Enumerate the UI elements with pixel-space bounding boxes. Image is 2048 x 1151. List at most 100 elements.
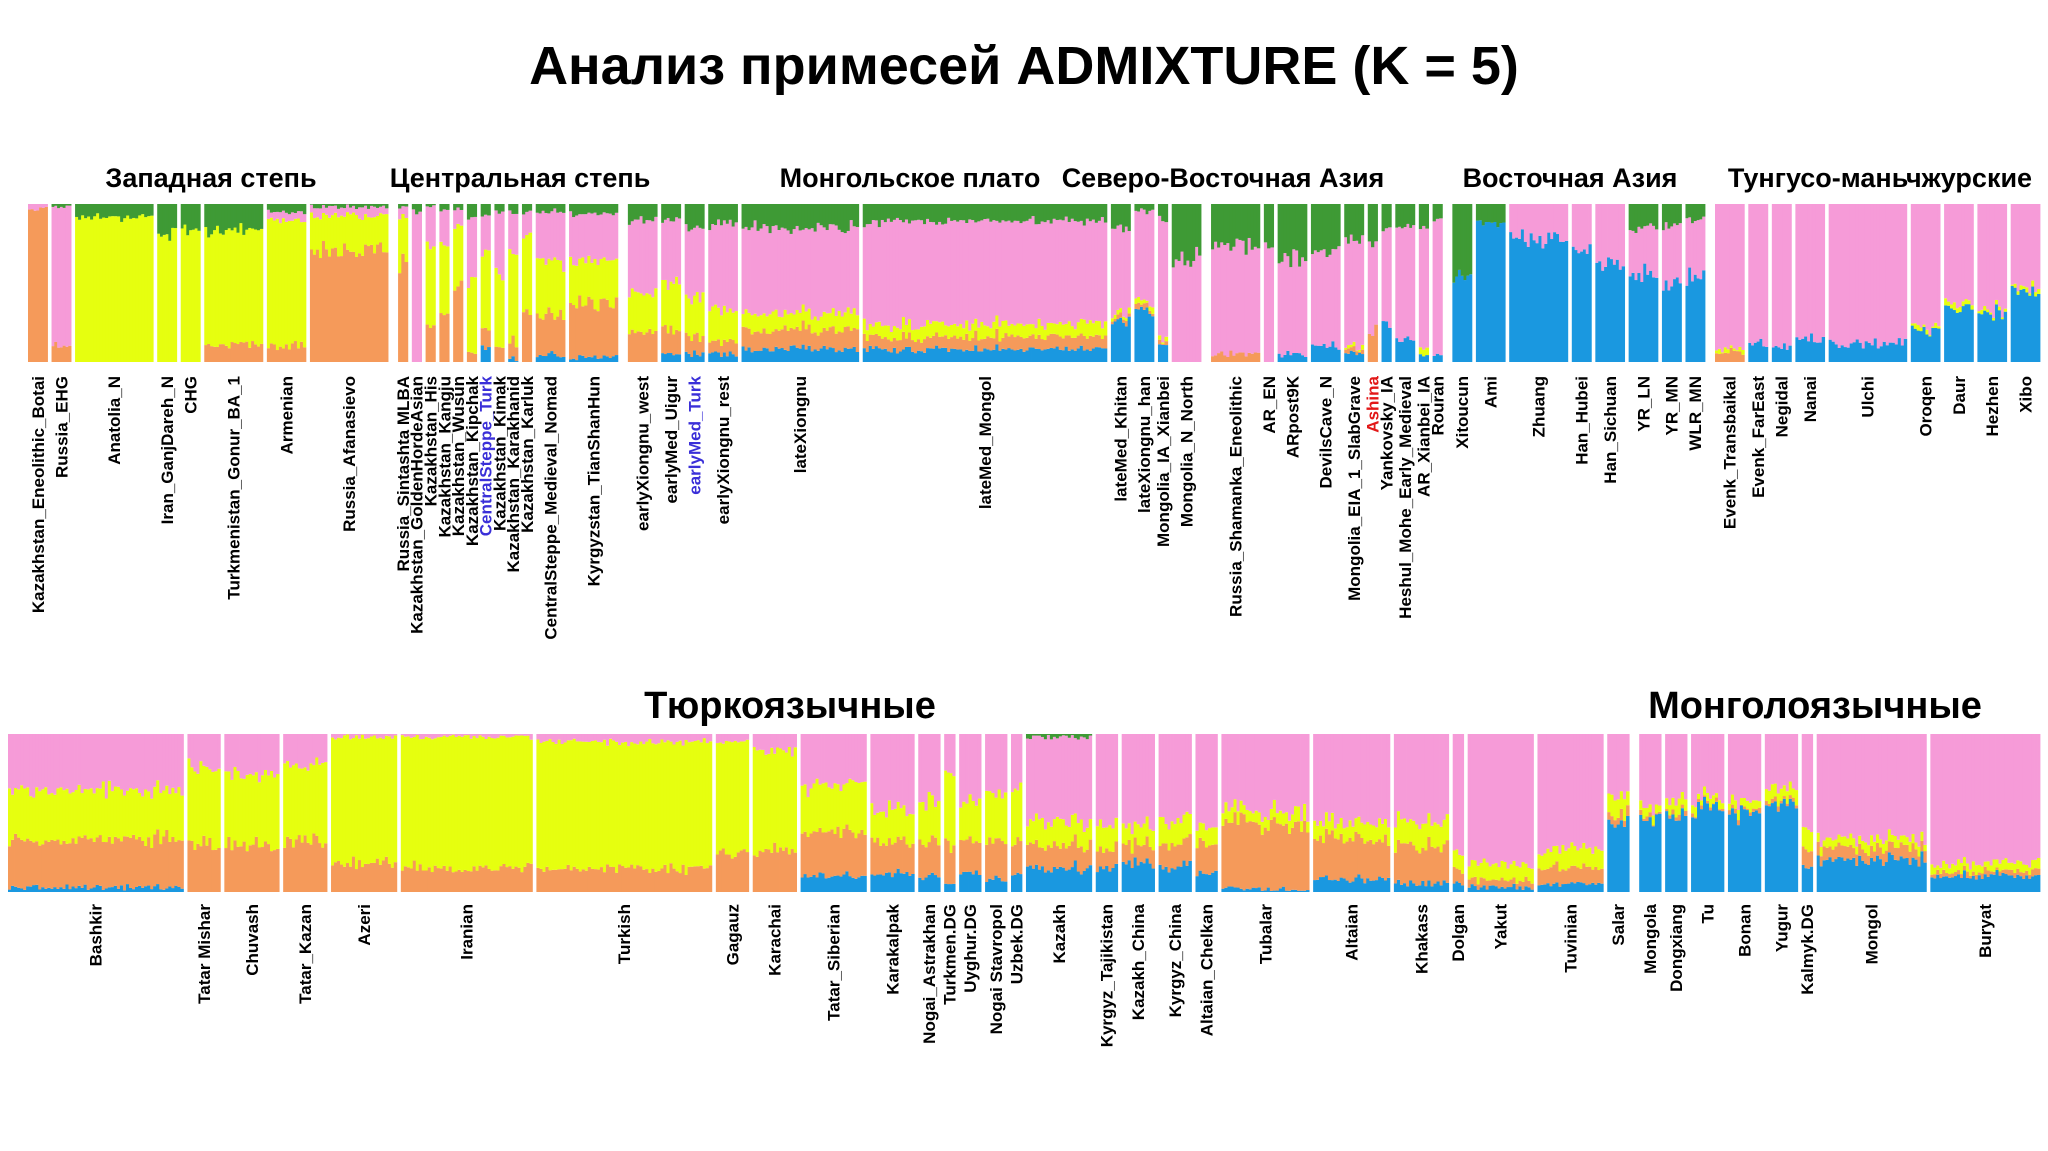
ancestry-segment-pink [1381, 734, 1385, 824]
ancestry-segment-orange [852, 328, 857, 347]
ancestry-segment-blue [1085, 868, 1090, 892]
ancestry-segment-orange [1717, 353, 1722, 362]
ancestry-segment-green [1119, 204, 1123, 225]
ancestry-segment-blue [1442, 880, 1447, 892]
ancestry-segment-blue [2003, 311, 2008, 362]
ancestry-segment-pink [1998, 734, 2002, 864]
ancestry-segment-yellow [744, 309, 748, 328]
ancestry-segment-blue [1151, 868, 1155, 892]
ancestry-segment-blue [1561, 884, 1565, 892]
ancestry-segment-yellow [273, 777, 277, 851]
ancestry-segment-blue [741, 346, 745, 362]
ancestry-segment-orange [1971, 871, 1976, 876]
population-bar [536, 734, 713, 892]
ancestry-segment-pink [511, 734, 515, 737]
ancestry-segment-orange [1911, 843, 1915, 858]
ancestry-segment-orange [1367, 333, 1372, 362]
ancestry-segment-orange [1095, 851, 1100, 873]
ancestry-segment-orange [630, 329, 635, 362]
ancestry-segment-pink [1097, 220, 1102, 322]
ancestry-segment-yellow [1476, 865, 1481, 885]
ancestry-segment-pink [627, 734, 631, 747]
ancestry-segment-orange [830, 829, 834, 877]
ancestry-segment-blue [2034, 875, 2038, 892]
ancestry-segment-yellow [1239, 800, 1243, 813]
ancestry-segment-blue [1157, 344, 1162, 362]
ancestry-segment-orange [233, 840, 237, 892]
ancestry-segment-blue [1774, 345, 1778, 362]
ancestry-segment-pink [1791, 734, 1796, 789]
ancestry-segment-orange [196, 843, 200, 892]
ancestry-segment-yellow [1287, 820, 1292, 834]
ancestry-segment-yellow [905, 816, 909, 845]
population-label: Iran_GanjDareh_N [158, 376, 177, 524]
ancestry-segment-yellow [956, 326, 960, 339]
ancestry-segment-orange [1034, 839, 1039, 865]
ancestry-segment-green [538, 204, 542, 214]
population-label: Karakalpak [883, 903, 902, 994]
ancestry-segment-blue [1427, 880, 1431, 892]
ancestry-segment-pink [792, 229, 797, 315]
ancestry-segment-yellow [1884, 840, 1889, 851]
ancestry-segment-green [1031, 204, 1035, 217]
ancestry-segment-blue [53, 887, 57, 892]
population-bar [535, 204, 566, 362]
ancestry-segment-blue [750, 352, 754, 362]
ancestry-segment-pink [1648, 734, 1653, 805]
ancestry-segment-orange [855, 329, 860, 352]
ancestry-segment-pink [363, 734, 368, 739]
ancestry-segment-pink [1195, 246, 1199, 362]
ancestry-segment-orange [1201, 840, 1206, 874]
ancestry-segment-pink [29, 734, 33, 797]
ancestry-segment-orange [722, 339, 727, 353]
ancestry-segment-pink [898, 220, 903, 330]
population-label: Turkmenistan_Gonur_BA_1 [225, 376, 244, 600]
ancestry-segment-blue [1652, 277, 1656, 362]
ancestry-segment-blue [1161, 344, 1165, 362]
ancestry-segment-orange [1223, 355, 1227, 362]
ancestry-segment-blue [590, 357, 594, 362]
ancestry-segment-yellow [110, 791, 115, 844]
ancestry-segment-orange [1037, 847, 1042, 870]
ancestry-segment-pink [742, 734, 747, 742]
ancestry-segment-yellow [71, 792, 75, 839]
ancestry-segment-green [1360, 204, 1365, 236]
ancestry-segment-orange [28, 209, 32, 362]
ancestry-segment-pink [862, 227, 867, 319]
ancestry-segment-yellow [1028, 819, 1033, 843]
ancestry-segment-yellow [478, 735, 482, 866]
ancestry-segment-yellow [918, 802, 922, 840]
ancestry-segment-yellow [1345, 827, 1349, 842]
ancestry-segment-pink [804, 228, 809, 312]
ancestry-segment-orange [1354, 831, 1358, 878]
ancestry-segment-orange [1211, 356, 1215, 362]
ancestry-segment-green [1001, 204, 1005, 221]
ancestry-segment-yellow [1073, 329, 1078, 338]
ancestry-segment-yellow [210, 234, 214, 347]
ancestry-segment-blue [1280, 357, 1284, 362]
ancestry-segment-pink [745, 734, 750, 740]
ancestry-segment-yellow [767, 753, 771, 850]
ancestry-segment-yellow [135, 218, 139, 362]
ancestry-segment-green [693, 204, 697, 228]
ancestry-segment-pink [300, 734, 305, 769]
ancestry-segment-pink [469, 734, 473, 739]
ancestry-segment-orange [1256, 352, 1261, 362]
ancestry-segment-blue [695, 354, 700, 362]
ancestry-segment-pink [840, 232, 845, 317]
ancestry-segment-blue [1022, 351, 1026, 362]
ancestry-segment-orange [1339, 833, 1344, 878]
ancestry-segment-orange [602, 298, 607, 356]
ancestry-segment-blue [1685, 285, 1689, 362]
ancestry-segment-blue [1010, 349, 1014, 362]
ancestry-segment-pink [944, 223, 948, 326]
ancestry-segment-green [1628, 204, 1632, 231]
ancestry-segment-orange [1936, 869, 1940, 875]
ancestry-segment-yellow [187, 758, 191, 841]
ancestry-segment-pink [2025, 204, 2029, 288]
ancestry-segment-orange [860, 829, 864, 876]
ancestry-segment-pink [1037, 224, 1041, 319]
ancestry-segment-blue [1642, 820, 1646, 892]
ancestry-segment-orange [1333, 838, 1338, 880]
ancestry-segment-pink [962, 734, 966, 802]
